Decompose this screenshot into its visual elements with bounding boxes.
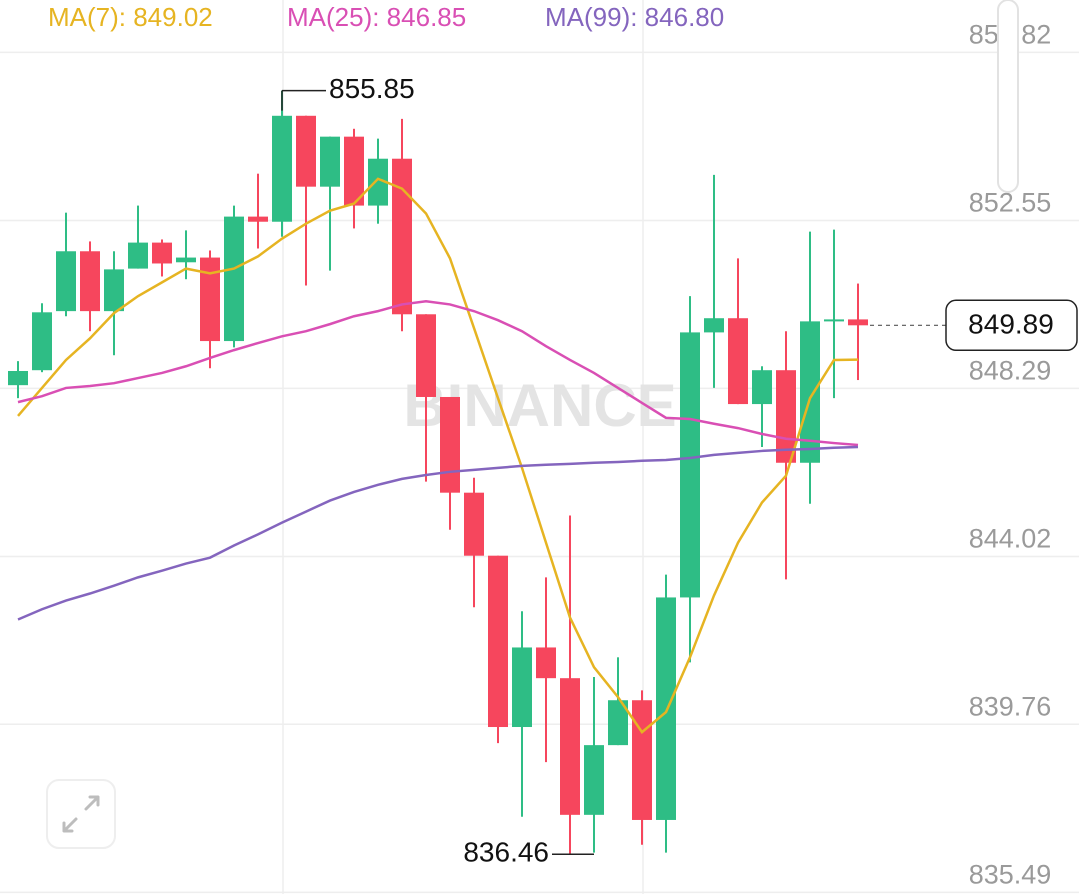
scrollbar[interactable] <box>997 0 1019 193</box>
y-tick-label: 848.29 <box>969 355 1052 385</box>
expand-button[interactable] <box>46 779 116 849</box>
candle-body <box>728 318 748 405</box>
candle-body <box>104 269 124 312</box>
candle-body <box>224 216 244 342</box>
low-label: 836.46 <box>463 837 549 868</box>
y-tick-label: 839.76 <box>969 691 1052 721</box>
candle-body <box>848 319 868 326</box>
candle-body <box>80 251 100 312</box>
candle-body <box>416 314 436 397</box>
high-marker <box>281 89 326 111</box>
candle-body <box>704 318 724 333</box>
candle-body <box>464 492 484 556</box>
candle-body <box>824 319 844 322</box>
candle-body <box>608 700 628 746</box>
legend-entry: MA(99): 846.80 <box>545 2 724 32</box>
y-tick-label: 835.49 <box>969 860 1052 890</box>
candle-body <box>296 115 316 187</box>
candle-body <box>176 257 196 263</box>
candle-body <box>752 370 772 405</box>
candle-body <box>272 115 292 222</box>
legend-entry: MA(25): 846.85 <box>287 2 466 32</box>
candle-body <box>584 745 604 815</box>
candle-body <box>656 597 676 820</box>
candle-body <box>152 242 172 264</box>
candle-body <box>512 647 532 728</box>
expand-icon <box>62 795 100 833</box>
button-frame <box>46 779 116 849</box>
candle-body <box>200 257 220 342</box>
candle-body <box>128 242 148 269</box>
y-tick-label: 844.02 <box>969 524 1052 554</box>
candle-body <box>800 321 820 463</box>
candle-body <box>320 136 340 187</box>
ma-line <box>17 177 859 734</box>
high-label: 855.85 <box>329 73 415 104</box>
ma-line <box>17 445 859 621</box>
candle-body <box>440 396 460 493</box>
candle-body <box>32 312 52 371</box>
candle-body <box>632 700 652 820</box>
price-label: 849.89 <box>968 309 1054 340</box>
candle-body <box>248 216 268 222</box>
candle-body <box>536 647 556 679</box>
candle-body <box>392 158 412 315</box>
candle-body <box>368 158 388 206</box>
candle-body <box>680 332 700 598</box>
plot <box>8 90 868 855</box>
candle-body <box>488 555 508 728</box>
ma-line <box>17 300 859 447</box>
overlay: 856.82852.55848.29844.02839.76835.49MA(7… <box>48 2 1078 890</box>
legend-entry: MA(7): 849.02 <box>48 2 213 32</box>
candle-body <box>8 370 28 386</box>
candle-body <box>560 678 580 815</box>
candle-body <box>344 136 364 206</box>
candle-body <box>56 251 76 312</box>
price-box <box>945 299 1078 352</box>
